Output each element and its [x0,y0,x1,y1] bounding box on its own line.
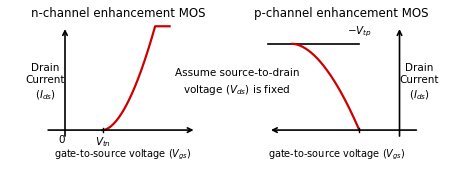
Text: 0: 0 [58,135,64,145]
Text: Assume source-to-drain
voltage $(V_{ds})$ is fixed: Assume source-to-drain voltage $(V_{ds})… [175,68,299,97]
Text: gate-to-source voltage $(V_{gs})$: gate-to-source voltage $(V_{gs})$ [268,148,406,162]
Text: Drain
Current
$(I_{ds})$: Drain Current $(I_{ds})$ [400,63,439,102]
Text: $-V_{tp}$: $-V_{tp}$ [347,24,372,39]
Text: $V_{tn}$: $V_{tn}$ [94,135,110,149]
Text: n-channel enhancement MOS: n-channel enhancement MOS [31,7,206,20]
Text: p-channel enhancement MOS: p-channel enhancement MOS [254,7,428,20]
Text: gate-to-source voltage $(V_{gs})$: gate-to-source voltage $(V_{gs})$ [55,148,192,162]
Text: Drain
Current
$(I_{ds})$: Drain Current $(I_{ds})$ [26,63,65,102]
